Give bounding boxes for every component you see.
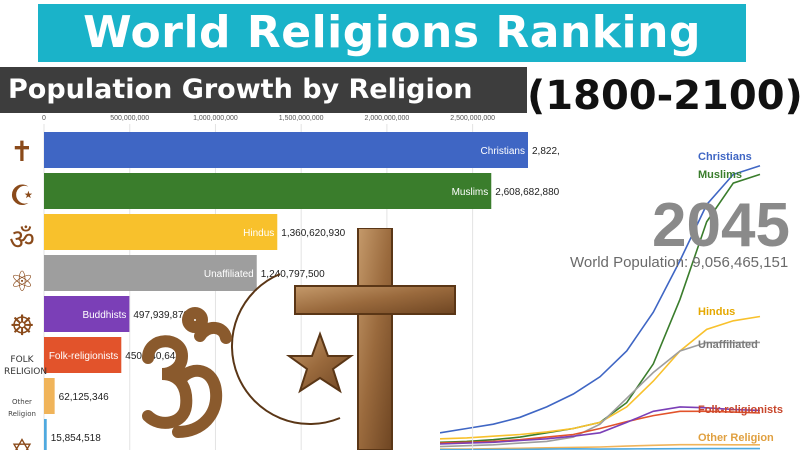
line-series bbox=[440, 410, 761, 444]
bar bbox=[44, 378, 55, 414]
bar bbox=[44, 132, 528, 168]
other-religion-icon: Other Religion bbox=[8, 398, 36, 418]
atom-icon: ⚛ bbox=[9, 265, 35, 298]
x-tick-label: 2,500,000,000 bbox=[450, 115, 495, 122]
line-series bbox=[440, 315, 761, 440]
bar-category-label: Hindus bbox=[243, 228, 274, 239]
om-emblem-icon bbox=[142, 307, 232, 438]
bar bbox=[44, 296, 130, 332]
bar bbox=[44, 337, 122, 373]
bar-value-label: 62,125,346 bbox=[59, 392, 109, 403]
current-year-display: 2045 bbox=[652, 191, 790, 260]
line-series-label: Muslims bbox=[698, 169, 743, 182]
star-of-david-icon: ✡ bbox=[10, 433, 34, 450]
crescent-emblem-icon bbox=[231, 273, 355, 425]
x-tick-label: 0 bbox=[42, 115, 46, 122]
folk-religion-icon: FOLK RELIGION bbox=[4, 355, 48, 377]
bar-category-label: Buddhists bbox=[82, 310, 126, 321]
christian-cross-icon: ✝ bbox=[10, 135, 34, 168]
line-series bbox=[440, 165, 761, 434]
x-tick-label: 500,000,000 bbox=[110, 115, 149, 122]
line-chart bbox=[440, 165, 761, 450]
bar-chart: 0 500,000,000 1,000,000,000 1,500,000,000 2,… bbox=[42, 115, 560, 450]
bar-value-label: 497,939,879 bbox=[133, 310, 189, 321]
line-series bbox=[440, 406, 761, 445]
om-icon: ॐ bbox=[9, 223, 35, 256]
religion-symbols-emblem bbox=[142, 228, 456, 450]
bar-category-label: Folk-religionists bbox=[49, 351, 118, 362]
bar-value-label: 2,608,682,880 bbox=[495, 187, 559, 198]
line-series-label: Christians bbox=[698, 150, 752, 163]
x-tick-label: 1,000,000,000 bbox=[193, 115, 238, 122]
crescent-star-icon: ☪ bbox=[9, 179, 35, 212]
line-series-label: Unaffiliated bbox=[698, 339, 758, 352]
bar-category-label: Muslims bbox=[452, 187, 489, 198]
line-series-label: Other Religion bbox=[698, 431, 774, 444]
line-series bbox=[440, 341, 760, 448]
line-series bbox=[440, 443, 760, 450]
bar bbox=[44, 419, 47, 450]
world-population-readout: World Population: 9,056,465,151 bbox=[570, 254, 789, 271]
bar bbox=[44, 173, 492, 209]
religion-icon-column: ✝ ☪ ॐ ⚛ ☸ FOLK RELIGION Other Religion ✡ bbox=[0, 126, 48, 450]
bar-value-label: 1,360,620,930 bbox=[281, 228, 345, 239]
bar-category-label: Unaffiliated bbox=[204, 269, 254, 280]
bar-value-label: 1,240,797,500 bbox=[261, 269, 325, 280]
line-series-label: Hindus bbox=[698, 305, 736, 318]
bar-category-label: Christians bbox=[481, 146, 525, 157]
bar bbox=[44, 214, 278, 250]
bar bbox=[44, 255, 257, 291]
year-range: (1800-2100) bbox=[527, 63, 800, 129]
dharma-wheel-icon: ☸ bbox=[9, 309, 35, 342]
page-title: World Religions Ranking bbox=[38, 4, 746, 62]
bar-value-label: 2,822,934,19 bbox=[532, 146, 560, 157]
line-series-label: Folk-religionists bbox=[698, 403, 783, 416]
x-tick-label: 1,500,000,000 bbox=[279, 115, 324, 122]
page-subtitle: Population Growth by Religion bbox=[0, 67, 527, 113]
cross-emblem-icon bbox=[294, 228, 456, 450]
bar-value-label: 15,854,518 bbox=[51, 433, 101, 444]
x-tick-label: 2,000,000,000 bbox=[365, 115, 410, 122]
